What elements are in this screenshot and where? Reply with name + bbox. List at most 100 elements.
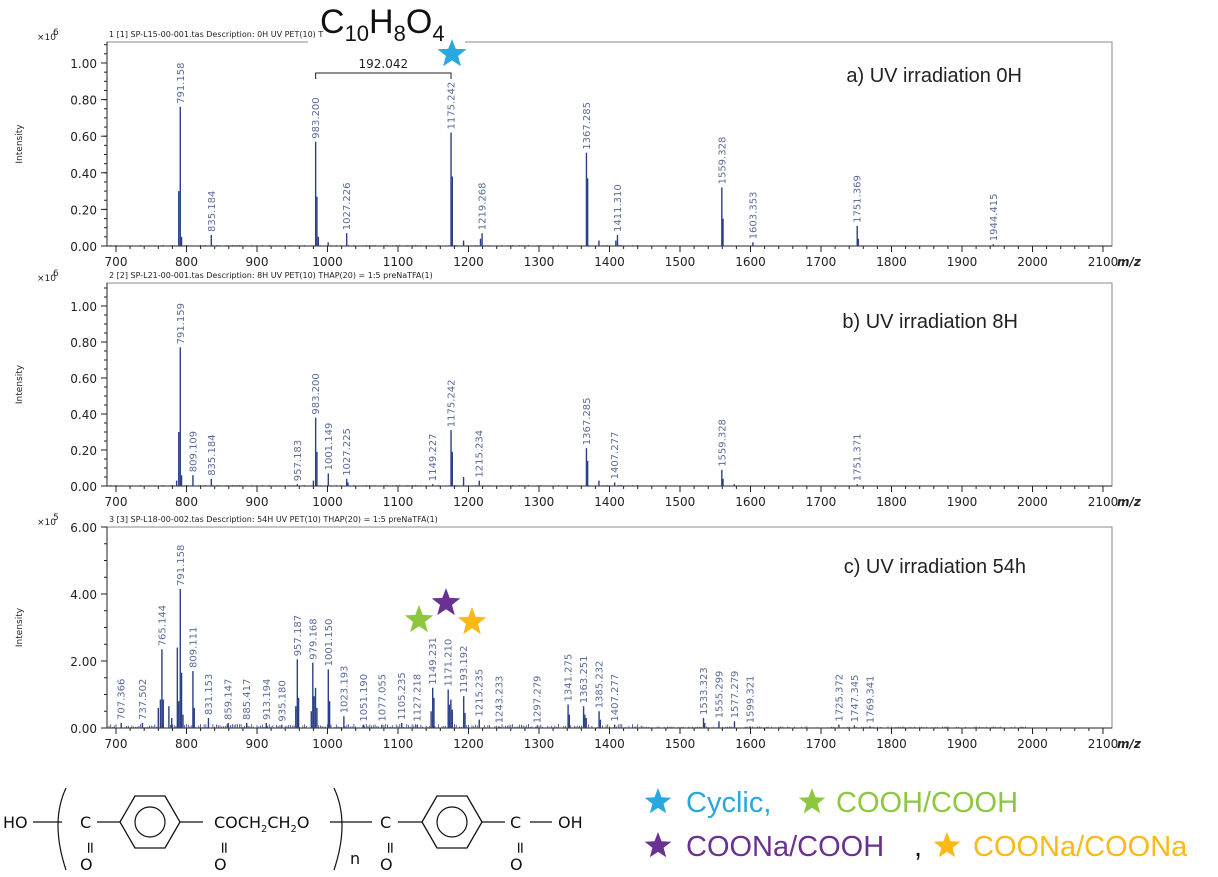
- x-tick-label: 1100: [383, 737, 414, 751]
- x-tick-label: 2100: [1088, 737, 1119, 751]
- x-tick-label: 900: [246, 255, 269, 269]
- x-tick-label: 1900: [947, 495, 978, 509]
- x-tick-label: 1300: [524, 495, 555, 509]
- x-tick-label: 1400: [594, 495, 625, 509]
- y-tick-label: 0.20: [70, 203, 97, 217]
- x-tick-label: 800: [175, 495, 198, 509]
- x-tick-label: 800: [175, 737, 198, 751]
- peak-label: 1001.150: [324, 619, 335, 667]
- y-tick-label: 0.00: [70, 240, 97, 254]
- pet-structure: HO C = O COCH2CH2O = O n C = O C = O OH: [3, 787, 583, 874]
- x-tick-label: 1800: [876, 495, 907, 509]
- x-tick-label: 1800: [876, 737, 907, 751]
- spectra-panels: 1 [1] SP-L15-00-001.tas Description: 0H …: [15, 28, 1142, 751]
- peak-label: 1001.149: [324, 423, 335, 471]
- bracket-left: [57, 787, 67, 871]
- formula-c10h8o4: C10H8O4: [320, 3, 445, 46]
- peak-label: 859.147: [224, 679, 235, 720]
- x-tick-label: 2000: [1017, 737, 1048, 751]
- panel-title: a) UV irradiation 0H: [846, 65, 1022, 87]
- y-axis-label: Intensity: [15, 607, 25, 647]
- legend: Cyclic, COOH/COOH COONa/COOH , COONa/COO…: [644, 787, 1188, 863]
- peak-label: 1341.275: [564, 654, 575, 702]
- benzene-ring-2: [421, 795, 483, 849]
- x-tick-label: 1100: [383, 495, 414, 509]
- peak-label: 1577.279: [730, 671, 741, 719]
- x-tick-label: 1400: [594, 737, 625, 751]
- peak-label: 1193.192: [459, 645, 470, 693]
- y-tick-label: 2.00: [70, 655, 97, 669]
- peak-label: 791.159: [176, 303, 187, 344]
- peak-label: 1367.285: [582, 397, 593, 445]
- file-caption: 1 [1] SP-L15-00-001.tas Description: 0H …: [109, 30, 323, 39]
- struct-ester-a: COCH: [214, 813, 261, 832]
- peak-label: 1751.371: [853, 433, 864, 481]
- noise-baseline: [108, 244, 1026, 246]
- peak-label: 1149.231: [428, 637, 439, 685]
- panel-c: 3 [3] SP-L18-00-002.tas Description: 54H…: [15, 513, 1142, 751]
- formula-h-sub: 8: [394, 21, 406, 46]
- x-tick-label: 1800: [876, 255, 907, 269]
- formula-c: C: [320, 3, 345, 41]
- struct-sub2a: 2: [261, 824, 267, 835]
- x-tick-label: 1500: [665, 495, 696, 509]
- struct-dbl2: =: [215, 841, 234, 854]
- peak-label: 1411.310: [613, 184, 624, 232]
- legend-label-cooh-cooh: COOH/COOH: [836, 787, 1018, 819]
- x-axis-label: m/z: [1117, 737, 1142, 751]
- struct-dbl3: =: [381, 841, 400, 854]
- x-tick-label: 1200: [453, 495, 484, 509]
- legend-star-cyclic-icon: [644, 788, 672, 814]
- y-scale-exponent: 6: [53, 28, 59, 38]
- legend-label-coona-cooh: COONa/COOH: [686, 831, 884, 863]
- legend-star-shape: [644, 788, 672, 814]
- formula-h: H: [369, 3, 394, 41]
- x-tick-label: 700: [105, 255, 128, 269]
- peak-label: 1559.328: [717, 137, 728, 185]
- y-tick-label: 0.00: [70, 480, 97, 494]
- x-tick-label: 1300: [524, 737, 555, 751]
- struct-c3: C: [380, 813, 391, 832]
- peak-label: 1027.226: [342, 182, 353, 230]
- legend-star-shape: [798, 788, 826, 814]
- x-tick-label: 2100: [1088, 495, 1119, 509]
- peak-label: 1215.235: [475, 669, 486, 717]
- y-tick-label: 4.00: [70, 588, 97, 602]
- y-tick-label: 0.20: [70, 444, 97, 458]
- peak-label: 1023.193: [339, 666, 350, 714]
- file-caption: 2 [2] SP-L21-00-001.tas Description: 8H …: [109, 271, 433, 280]
- peak-label: 835.184: [207, 434, 218, 475]
- x-tick-label: 900: [246, 737, 269, 751]
- peak-label: 1051.190: [359, 674, 370, 722]
- x-tick-label: 1500: [665, 737, 696, 751]
- x-tick-label: 1900: [947, 737, 978, 751]
- y-tick-label: 1.00: [70, 300, 97, 314]
- peak-label: 983.200: [311, 373, 322, 414]
- mass-difference-bracket: [315, 72, 452, 79]
- peak-label: 1215.234: [475, 430, 486, 478]
- peak-label: 1027.225: [342, 428, 353, 476]
- y-tick-label: 0.00: [70, 722, 97, 736]
- struct-o1: O: [80, 855, 93, 874]
- legend-label-cyclic: Cyclic,: [686, 787, 771, 819]
- struct-c4: C: [510, 813, 521, 832]
- peak-label: 1769.341: [865, 676, 876, 724]
- peak-label: 1599.321: [746, 676, 757, 724]
- formula-c-sub: 10: [345, 21, 369, 46]
- peak-label: 885.417: [242, 679, 253, 720]
- formula-text: C10H8O4: [320, 3, 445, 46]
- y-tick-label: 0.40: [70, 167, 97, 181]
- struct-ch: CH: [267, 813, 290, 832]
- y-tick-label: 0.80: [70, 336, 97, 350]
- star-marker-coona-coona-icon: [457, 607, 487, 635]
- struct-o2: O: [214, 855, 227, 874]
- x-tick-label: 1200: [453, 737, 484, 751]
- peak-label: 791.158: [176, 63, 187, 104]
- x-tick-label: 700: [105, 737, 128, 751]
- y-scale-label: ×10: [37, 518, 56, 528]
- y-tick-label: 1.00: [70, 57, 97, 71]
- x-tick-label: 800: [175, 255, 198, 269]
- x-tick-label: 2100: [1088, 255, 1119, 269]
- benzene-ring-1: [119, 795, 181, 849]
